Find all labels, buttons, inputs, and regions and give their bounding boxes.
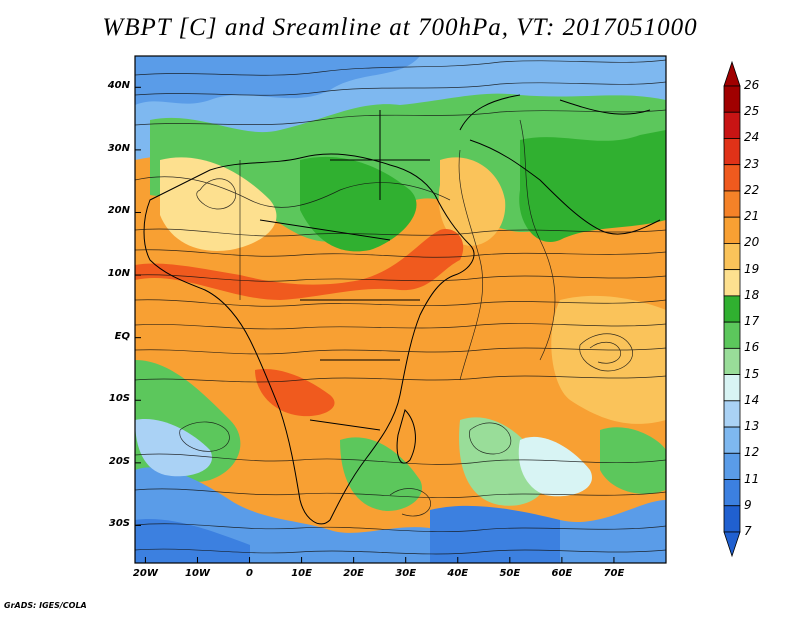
colorbar-label: 19	[744, 261, 760, 276]
colorbar-label: 24	[744, 130, 760, 145]
lon-label: 60E	[551, 568, 573, 579]
lat-label: 10N	[107, 268, 130, 280]
plot-frame	[134, 55, 667, 564]
colorbar-label: 17	[744, 314, 760, 329]
colorbar-swatch	[723, 85, 741, 113]
colorbar-swatch	[723, 164, 741, 192]
lon-label: 20W	[132, 568, 158, 579]
lat-label: 30S	[108, 518, 130, 530]
axis-ticks	[135, 86, 615, 563]
lat-label: EQ	[114, 330, 130, 342]
colorbar-label: 20	[744, 235, 760, 250]
colorbar-label: 9	[744, 497, 752, 512]
colorbar-swatch	[723, 374, 741, 402]
colorbar-swatch	[723, 111, 741, 139]
lat-label: 30N	[107, 142, 130, 154]
lon-label: 50E	[499, 568, 521, 579]
colorbar-label: 11	[744, 471, 760, 486]
colorbar-swatch	[723, 269, 741, 297]
grads-credit: GrADS: IGES/COLA	[4, 601, 87, 610]
colorbar-swatch	[723, 243, 741, 271]
lat-label: 20N	[107, 205, 130, 217]
colorbar-min-arrow	[723, 531, 741, 558]
colorbar-max-arrow	[723, 60, 741, 87]
colorbar-label: 7	[744, 524, 752, 538]
colorbar-swatch	[723, 216, 741, 244]
wbpt-field	[135, 56, 666, 563]
lat-label: 20S	[108, 455, 130, 467]
colorbar-label: 16	[744, 340, 760, 355]
colorbar-swatch	[723, 295, 741, 323]
lon-label: 40E	[447, 568, 469, 579]
colorbar-label: 26	[744, 78, 760, 92]
lon-label: 20E	[343, 568, 365, 579]
colorbar-label: 13	[744, 419, 760, 434]
lon-label: 30E	[395, 568, 417, 579]
streamlines	[135, 59, 666, 555]
colorbar-label: 25	[744, 104, 760, 119]
colorbar-swatch	[723, 347, 741, 375]
lon-label: 70E	[603, 568, 625, 579]
colorbar-swatch	[723, 505, 741, 533]
lat-label: 10S	[108, 393, 130, 405]
colorbar-swatch	[723, 479, 741, 507]
lon-label: 0	[246, 568, 253, 579]
colorbar-swatch	[723, 190, 741, 218]
colorbar-swatch	[723, 321, 741, 349]
lon-label: 10E	[291, 568, 312, 579]
colorbar-label: 15	[744, 366, 760, 381]
coastlines	[143, 94, 661, 525]
colorbar-label: 21	[744, 209, 760, 224]
colorbar-swatch	[723, 426, 741, 454]
colorbar-swatch	[723, 400, 741, 428]
colorbar-label: 18	[744, 287, 760, 302]
colorbar-label: 23	[744, 156, 760, 171]
colorbar-swatch	[723, 138, 741, 166]
lat-label: 40N	[107, 80, 130, 92]
colorbar-label: 22	[744, 182, 760, 197]
map-title: WBPT [C] and Sreamline at 700hPa, VT: 20…	[102, 14, 698, 41]
colorbar	[723, 60, 741, 558]
colorbar-label: 14	[744, 392, 760, 407]
colorbar-swatch	[723, 452, 741, 480]
colorbar-label: 12	[744, 445, 760, 460]
lon-label: 10W	[184, 568, 210, 579]
